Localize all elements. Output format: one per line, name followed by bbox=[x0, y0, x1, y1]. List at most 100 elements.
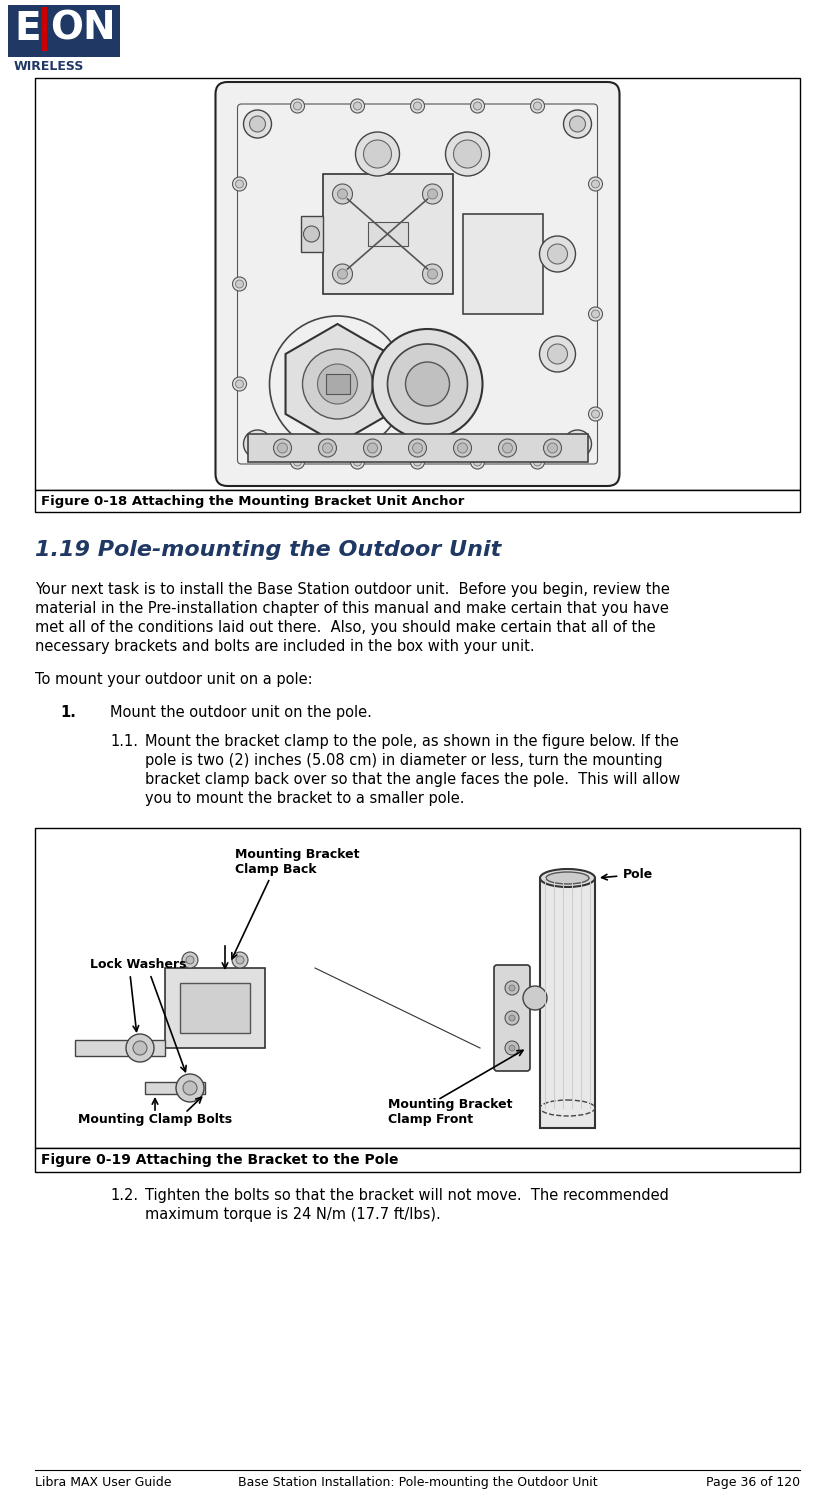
Circle shape bbox=[236, 956, 244, 964]
Circle shape bbox=[355, 132, 400, 176]
Text: To mount your outdoor unit on a pole:: To mount your outdoor unit on a pole: bbox=[35, 672, 313, 687]
Circle shape bbox=[236, 180, 243, 188]
Circle shape bbox=[509, 1046, 515, 1052]
Circle shape bbox=[338, 189, 348, 200]
Text: Page 36 of 120: Page 36 of 120 bbox=[706, 1476, 800, 1490]
Text: Mounting Clamp Bolts: Mounting Clamp Bolts bbox=[78, 1113, 232, 1126]
Circle shape bbox=[533, 458, 542, 466]
Circle shape bbox=[414, 458, 421, 466]
Circle shape bbox=[243, 430, 272, 457]
Text: Clamp Front: Clamp Front bbox=[388, 1113, 472, 1126]
Bar bbox=[462, 214, 543, 314]
Circle shape bbox=[569, 436, 585, 451]
Text: Figure 0-19 Attaching the Bracket to the Pole: Figure 0-19 Attaching the Bracket to the… bbox=[41, 1154, 399, 1167]
Text: Lock Washers: Lock Washers bbox=[90, 958, 186, 970]
Bar bbox=[42, 8, 47, 51]
Circle shape bbox=[592, 180, 599, 188]
Circle shape bbox=[293, 102, 302, 110]
Circle shape bbox=[182, 952, 198, 968]
Bar bbox=[300, 216, 323, 252]
Circle shape bbox=[563, 430, 592, 457]
Text: necessary brackets and bolts are included in the box with your unit.: necessary brackets and bolts are include… bbox=[35, 639, 535, 654]
Circle shape bbox=[293, 458, 302, 466]
Circle shape bbox=[473, 102, 482, 110]
Circle shape bbox=[364, 440, 381, 458]
Bar bbox=[35, 828, 800, 1148]
Bar bbox=[35, 490, 800, 512]
Circle shape bbox=[350, 99, 364, 112]
Text: material in the Pre-installation chapter of this manual and make certain that yo: material in the Pre-installation chapter… bbox=[35, 602, 669, 616]
Circle shape bbox=[273, 440, 292, 458]
Text: 1.19 Pole-mounting the Outdoor Unit: 1.19 Pole-mounting the Outdoor Unit bbox=[35, 540, 502, 560]
Bar bbox=[8, 4, 120, 57]
Text: Clamp Back: Clamp Back bbox=[235, 862, 317, 876]
Circle shape bbox=[563, 110, 592, 138]
Circle shape bbox=[290, 99, 304, 112]
Circle shape bbox=[446, 132, 490, 176]
Text: Libra MAX User Guide: Libra MAX User Guide bbox=[35, 1476, 171, 1490]
Text: ON: ON bbox=[50, 10, 115, 48]
Text: Pole: Pole bbox=[623, 868, 653, 880]
Text: Tighten the bolts so that the bracket will not move.  The recommended: Tighten the bolts so that the bracket wi… bbox=[145, 1188, 669, 1203]
Circle shape bbox=[414, 102, 421, 110]
Circle shape bbox=[249, 436, 266, 451]
Circle shape bbox=[333, 264, 353, 284]
Circle shape bbox=[539, 336, 575, 372]
Circle shape bbox=[249, 116, 266, 132]
Bar bbox=[35, 78, 800, 491]
Circle shape bbox=[126, 1034, 154, 1062]
Circle shape bbox=[186, 956, 194, 964]
Circle shape bbox=[373, 328, 482, 440]
Circle shape bbox=[548, 442, 558, 453]
Text: 1.2.: 1.2. bbox=[110, 1188, 138, 1203]
Circle shape bbox=[589, 406, 603, 422]
Circle shape bbox=[388, 344, 467, 424]
Bar bbox=[325, 374, 349, 394]
Circle shape bbox=[422, 264, 442, 284]
Text: maximum torque is 24 N/m (17.7 ft/lbs).: maximum torque is 24 N/m (17.7 ft/lbs). bbox=[145, 1208, 441, 1222]
Circle shape bbox=[176, 1074, 204, 1102]
Text: Mounting Bracket: Mounting Bracket bbox=[235, 847, 359, 861]
Circle shape bbox=[410, 99, 425, 112]
Circle shape bbox=[278, 442, 288, 453]
Text: Base Station Installation: Pole-mounting the Outdoor Unit: Base Station Installation: Pole-mounting… bbox=[238, 1476, 598, 1490]
Circle shape bbox=[412, 442, 422, 453]
Polygon shape bbox=[286, 324, 390, 444]
Circle shape bbox=[548, 344, 568, 364]
Circle shape bbox=[236, 380, 243, 388]
Circle shape bbox=[232, 177, 247, 190]
Text: Mount the bracket clamp to the pole, as shown in the figure below. If the: Mount the bracket clamp to the pole, as … bbox=[145, 734, 679, 748]
Circle shape bbox=[338, 268, 348, 279]
Text: E: E bbox=[14, 10, 41, 48]
Circle shape bbox=[232, 376, 247, 392]
Text: Mounting Bracket: Mounting Bracket bbox=[388, 1098, 512, 1112]
Circle shape bbox=[422, 184, 442, 204]
Circle shape bbox=[243, 110, 272, 138]
Circle shape bbox=[354, 102, 361, 110]
Circle shape bbox=[533, 102, 542, 110]
Circle shape bbox=[368, 442, 378, 453]
Text: Mount the outdoor unit on the pole.: Mount the outdoor unit on the pole. bbox=[110, 705, 372, 720]
Text: Figure 0-18 Attaching the Mounting Bracket Unit Anchor: Figure 0-18 Attaching the Mounting Brack… bbox=[41, 495, 464, 507]
Circle shape bbox=[453, 440, 472, 458]
Circle shape bbox=[364, 140, 391, 168]
Text: Your next task is to install the Base Station outdoor unit.  Before you begin, r: Your next task is to install the Base St… bbox=[35, 582, 670, 597]
Circle shape bbox=[509, 986, 515, 992]
Circle shape bbox=[453, 140, 482, 168]
Bar bbox=[323, 174, 452, 294]
Circle shape bbox=[427, 268, 437, 279]
Circle shape bbox=[523, 986, 547, 1010]
Circle shape bbox=[505, 1011, 519, 1025]
Circle shape bbox=[589, 177, 603, 190]
Circle shape bbox=[303, 226, 319, 242]
Circle shape bbox=[354, 458, 361, 466]
Text: bracket clamp back over so that the angle faces the pole.  This will allow: bracket clamp back over so that the angl… bbox=[145, 772, 681, 788]
Circle shape bbox=[405, 362, 450, 407]
Circle shape bbox=[232, 952, 248, 968]
Circle shape bbox=[133, 1041, 147, 1054]
Circle shape bbox=[333, 184, 353, 204]
Bar bbox=[35, 1148, 800, 1172]
Circle shape bbox=[569, 116, 585, 132]
Ellipse shape bbox=[546, 871, 589, 883]
Circle shape bbox=[592, 410, 599, 419]
